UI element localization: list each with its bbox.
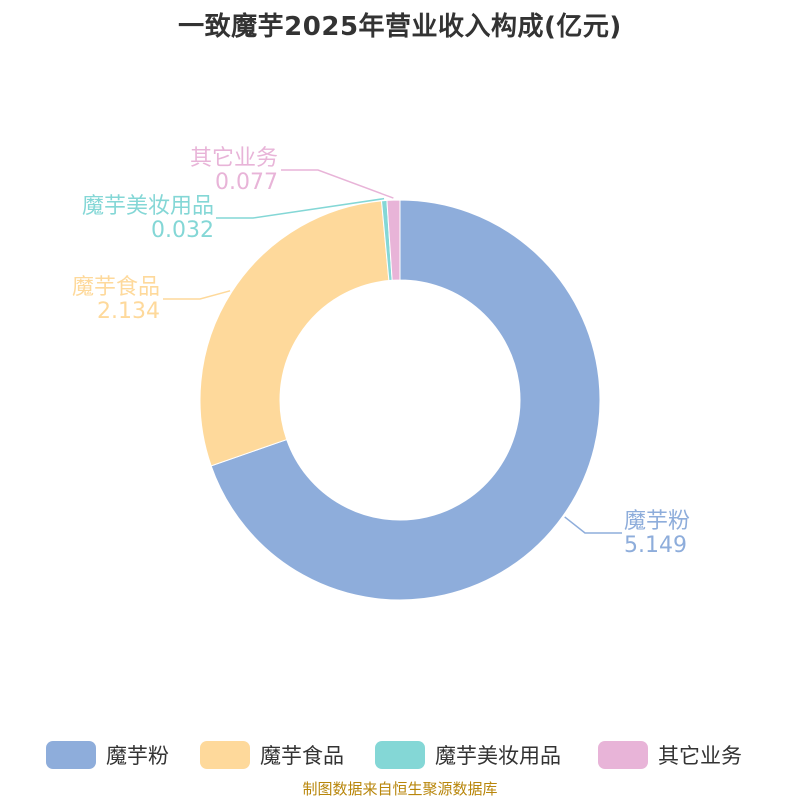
legend-swatch [598, 741, 648, 769]
leader-line-2 [216, 197, 385, 219]
slice-label-2: 魔芋美妆用品 [82, 194, 214, 219]
slice-label-3: 其它业务 [190, 146, 278, 171]
legend-item-konjac-cosmetics[interactable]: 魔芋美妆用品 [375, 735, 561, 775]
slice-value-0: 5.149 [624, 533, 687, 558]
legend-item-konjac-food[interactable]: 魔芋食品 [200, 735, 344, 775]
slice-label-0: 魔芋粉 [624, 509, 690, 534]
slice-label-1: 魔芋食品 [72, 275, 160, 300]
legend-label: 魔芋美妆用品 [435, 744, 561, 768]
chart-title: 一致魔芋2025年营业收入构成(亿元) [178, 12, 622, 42]
legend-item-other-business[interactable]: 其它业务 [598, 735, 742, 775]
slice-value-2: 0.032 [151, 218, 214, 243]
leader-line-0 [564, 516, 622, 534]
donut-slice-1[interactable] [199, 200, 390, 467]
legend-label: 其它业务 [658, 744, 742, 768]
legend: 魔芋粉 魔芋食品 魔芋美妆用品 其它业务 [0, 735, 800, 775]
source-note: 制图数据来自恒生聚源数据库 [302, 780, 498, 798]
leader-line-3 [281, 169, 394, 199]
legend-swatch [375, 741, 425, 769]
legend-item-konjac-powder[interactable]: 魔芋粉 [46, 735, 169, 775]
legend-label: 魔芋食品 [260, 744, 344, 768]
donut-slice-3[interactable] [386, 199, 401, 281]
legend-label: 魔芋粉 [106, 744, 169, 768]
slice-value-3: 0.077 [215, 170, 278, 195]
leader-line-1 [163, 290, 231, 300]
legend-swatch [46, 741, 96, 769]
slice-value-1: 2.134 [97, 299, 160, 324]
legend-swatch [200, 741, 250, 769]
donut-slice-0[interactable] [210, 199, 601, 601]
